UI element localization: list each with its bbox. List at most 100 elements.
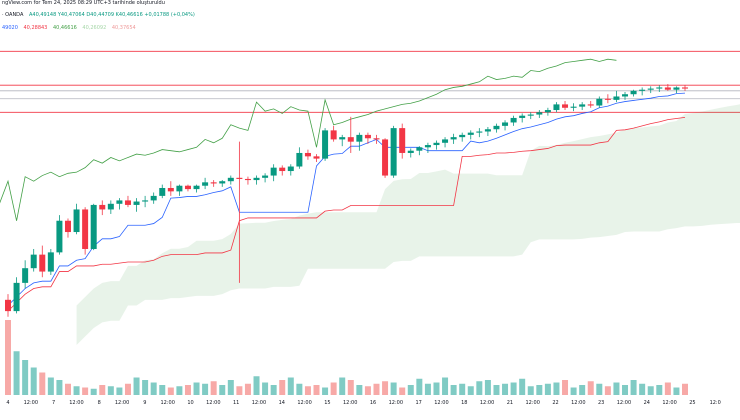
candle-body (562, 104, 569, 108)
ichimoku-value-4: 40,26092 (82, 25, 107, 31)
candle-body (596, 98, 603, 106)
ichimoku-cloud-layer (76, 104, 740, 345)
candle-body (330, 130, 337, 140)
volume-bar (47, 377, 54, 395)
x-tick-label: 12:00 (389, 400, 403, 406)
candle-body (682, 87, 688, 89)
candle-body (270, 167, 277, 176)
candle-body (219, 181, 226, 184)
volume-bar (476, 381, 483, 395)
candle-body (656, 87, 663, 89)
x-tick-label: 8 (98, 400, 101, 406)
x-tick-label: 12:00 (480, 400, 494, 406)
volume-bar (39, 372, 46, 395)
volume-bar (502, 383, 509, 395)
candle-body (416, 147, 423, 151)
candle-body (673, 87, 680, 90)
x-tick-label: 25 (689, 400, 695, 406)
candle-body (227, 177, 234, 182)
levels-layer (0, 50, 740, 113)
volume-bar (467, 386, 474, 395)
candle-body (519, 115, 526, 118)
candle-body (476, 131, 483, 133)
volume-bar (630, 380, 637, 395)
volume-bar (313, 385, 320, 395)
volume-bar (562, 380, 569, 395)
volume-bar (587, 381, 594, 395)
volume-bar (399, 387, 406, 395)
volume-bar (510, 382, 517, 395)
candle-body (604, 98, 611, 100)
x-tick-label: 12:00 (617, 400, 631, 406)
volume-bar (210, 381, 217, 395)
volume-bar (647, 386, 654, 395)
candle-body (407, 150, 414, 153)
candle-body (450, 137, 457, 140)
volume-bar (356, 385, 363, 395)
ichimoku-values: 49020 40,28843 40,46616 40,26092 40,3765… (2, 25, 140, 31)
candle-body (399, 128, 406, 153)
candle-body (647, 88, 654, 90)
volume-bar (270, 385, 277, 395)
volume-bar (5, 320, 11, 395)
candle-body (630, 90, 637, 95)
volume-bar (116, 387, 123, 395)
volume-bar (604, 386, 611, 395)
candle-body (356, 134, 363, 142)
candle-body (622, 94, 629, 97)
header-title: ngView.com for Tem 24, 2025 08:29 UTC+3 … (2, 0, 165, 6)
volume-bar (442, 377, 449, 395)
candle-body (47, 252, 54, 272)
x-tick-label: 12:00 (525, 400, 539, 406)
candle-body (587, 104, 594, 106)
volume-bar (484, 380, 491, 395)
volume-bar (656, 385, 663, 395)
volume-bar (219, 385, 226, 395)
volume-bar (613, 382, 620, 395)
volume-bar (236, 386, 243, 395)
candle-body (73, 209, 80, 233)
candle-body (613, 96, 620, 100)
volume-bar (639, 383, 646, 395)
candle-body (442, 139, 449, 143)
volume-bar (193, 382, 200, 395)
symbol-label: · OANDA (2, 12, 24, 18)
x-tick-label: 12:00 (160, 400, 174, 406)
volume-bar (244, 383, 251, 395)
volume-bar (90, 388, 97, 395)
candle-body (304, 152, 311, 157)
candle-body (347, 137, 354, 142)
candle-body (459, 134, 466, 138)
ichimoku-value-5: 40,37654 (111, 25, 136, 31)
volume-bar (304, 386, 311, 395)
candle-body (176, 185, 183, 192)
candle-body (107, 203, 114, 210)
x-tick-label: 21 (507, 400, 513, 406)
candle-body (390, 128, 397, 176)
candle-body (56, 220, 63, 253)
volume-bar (407, 385, 414, 395)
ohlc-values: A40,49148 Y40,47064 D40,44709 K40,46616 … (28, 12, 195, 18)
volume-bar (622, 385, 629, 395)
volume-bar (450, 385, 457, 395)
volume-bar (322, 387, 329, 395)
volume-bar (262, 382, 269, 395)
volume-bar (107, 386, 114, 395)
candle-body (159, 187, 166, 196)
candle-body (184, 185, 191, 190)
volume-bar (382, 381, 389, 395)
volume-bar (424, 383, 431, 395)
volume-bar (64, 383, 71, 395)
x-tick-label: 7 (52, 400, 55, 406)
x-tick-label: 12:00 (24, 400, 38, 406)
x-tick-label: 17 (415, 400, 421, 406)
x-tick-label: 18 (461, 400, 467, 406)
candle-body (262, 175, 269, 178)
x-tick-label: 12:00 (115, 400, 129, 406)
x-tick-label: 15 (324, 400, 330, 406)
volume-bar (296, 383, 303, 395)
x-tick-label: 22 (552, 400, 558, 406)
candle-body (193, 185, 200, 190)
candle-body (467, 132, 474, 135)
